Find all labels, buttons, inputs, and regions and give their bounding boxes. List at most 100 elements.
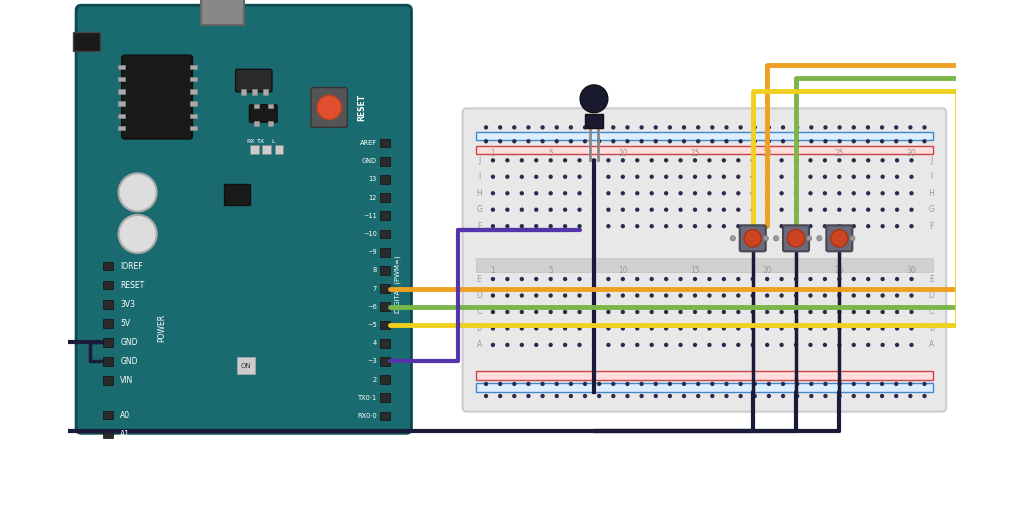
Circle shape [490,207,495,212]
Circle shape [823,394,827,398]
Text: AREF: AREF [359,140,377,146]
Circle shape [498,382,503,386]
Bar [103,449,113,457]
Circle shape [578,158,582,162]
Text: E: E [477,275,481,283]
Circle shape [541,139,545,143]
Circle shape [611,139,615,143]
Circle shape [736,174,740,179]
Circle shape [519,294,524,298]
Circle shape [866,327,870,331]
Circle shape [563,310,567,314]
Circle shape [505,277,510,281]
Circle shape [549,191,553,195]
Circle shape [119,215,157,253]
Circle shape [794,327,798,331]
Circle shape [923,125,927,130]
FancyBboxPatch shape [739,225,766,251]
Bar [475,371,933,380]
Text: A5: A5 [120,506,130,507]
Circle shape [512,125,516,130]
Circle shape [881,191,885,195]
Circle shape [621,327,625,331]
Circle shape [738,382,742,386]
Circle shape [852,294,856,298]
Circle shape [583,139,587,143]
Circle shape [808,343,813,347]
Circle shape [852,310,856,314]
Circle shape [535,158,539,162]
Circle shape [668,139,672,143]
Circle shape [664,191,669,195]
Text: B: B [929,324,934,333]
Circle shape [808,310,813,314]
Circle shape [852,224,856,228]
Bar [267,104,272,108]
Circle shape [866,191,870,195]
Bar [380,357,390,366]
Circle shape [693,224,697,228]
Circle shape [822,174,827,179]
Circle shape [563,158,567,162]
Circle shape [693,207,697,212]
Text: 3V3: 3V3 [120,300,135,309]
Circle shape [664,224,669,228]
Bar [103,411,113,419]
Circle shape [823,139,827,143]
Circle shape [909,327,913,331]
Circle shape [563,327,567,331]
Circle shape [765,224,769,228]
Circle shape [597,125,601,130]
Circle shape [621,310,625,314]
Circle shape [822,158,827,162]
Text: A0: A0 [120,411,130,420]
Circle shape [838,174,842,179]
Circle shape [678,224,683,228]
Circle shape [744,230,762,247]
Text: C: C [476,307,481,316]
Circle shape [693,174,697,179]
Circle shape [852,327,856,331]
Circle shape [866,277,870,281]
Circle shape [682,382,686,386]
Circle shape [611,394,615,398]
Circle shape [809,125,813,130]
Circle shape [738,139,742,143]
Text: A1: A1 [120,429,130,439]
FancyBboxPatch shape [311,88,347,127]
Text: A: A [476,340,481,349]
Circle shape [592,207,596,212]
Circle shape [794,310,798,314]
Circle shape [722,294,726,298]
Circle shape [809,382,813,386]
Bar [118,65,125,69]
Circle shape [822,191,827,195]
Circle shape [635,158,639,162]
Circle shape [765,158,769,162]
Circle shape [649,207,654,212]
Bar [189,77,197,82]
Circle shape [794,224,798,228]
Circle shape [909,294,913,298]
Circle shape [722,277,726,281]
Circle shape [535,343,539,347]
Circle shape [639,139,644,143]
Circle shape [779,343,783,347]
Circle shape [541,394,545,398]
Circle shape [909,224,913,228]
Circle shape [881,310,885,314]
Circle shape [555,394,559,398]
Circle shape [519,277,524,281]
Circle shape [498,139,503,143]
Circle shape [597,139,601,143]
Circle shape [852,191,856,195]
Text: IOREF: IOREF [120,262,143,271]
Circle shape [664,207,669,212]
Circle shape [621,174,625,179]
Circle shape [838,382,842,386]
FancyBboxPatch shape [783,225,809,251]
Circle shape [838,327,842,331]
Circle shape [866,343,870,347]
Bar [380,393,390,402]
Circle shape [753,382,757,386]
